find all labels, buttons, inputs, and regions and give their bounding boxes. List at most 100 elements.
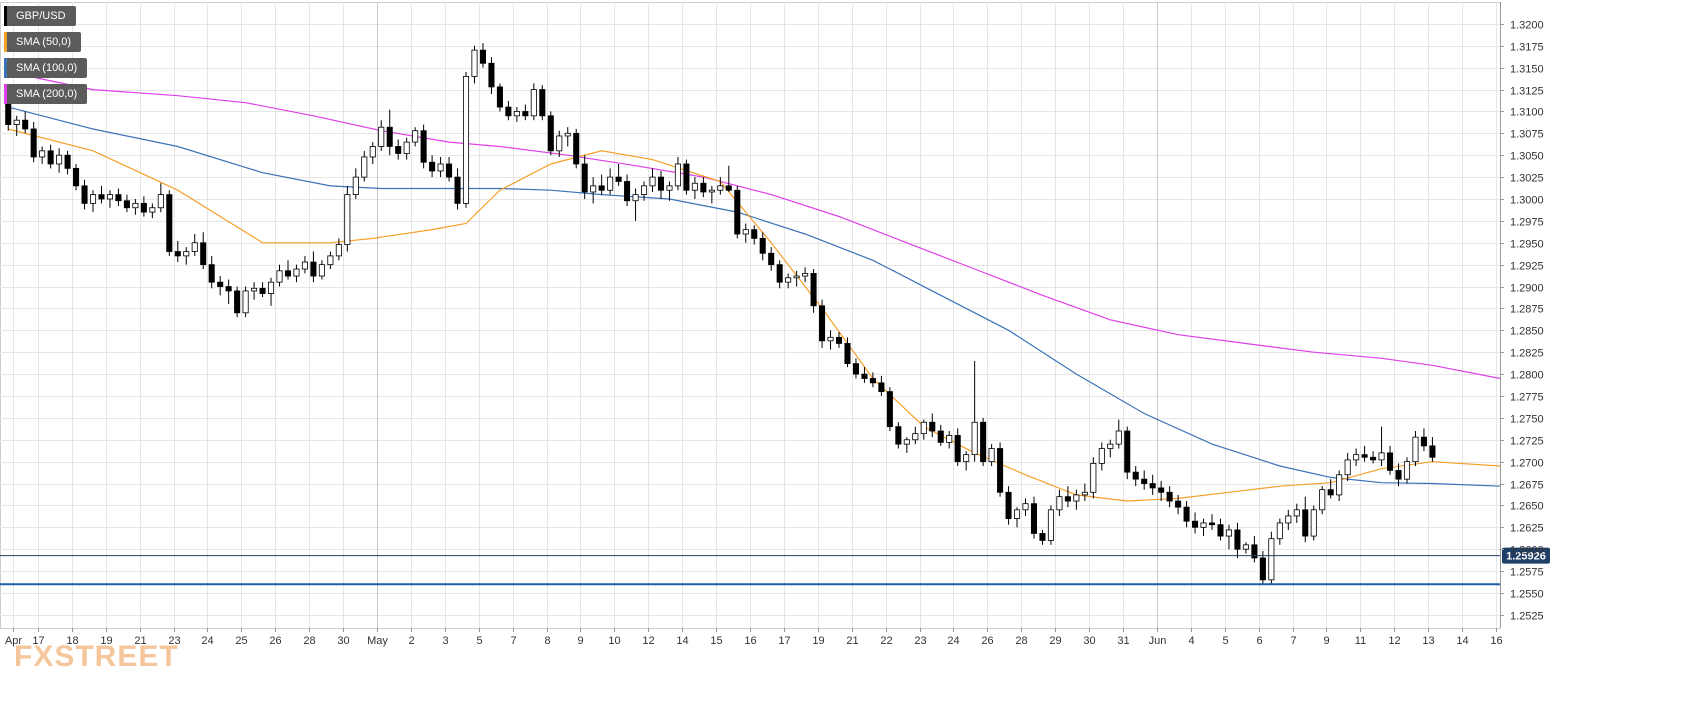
candle-body bbox=[1064, 496, 1071, 502]
candle-body bbox=[1336, 474, 1343, 496]
candle-body bbox=[547, 115, 554, 152]
candle bbox=[149, 203, 156, 219]
candle bbox=[479, 43, 486, 68]
candle bbox=[1336, 470, 1343, 502]
candle-body bbox=[369, 146, 376, 158]
candle bbox=[742, 223, 749, 243]
candle-body bbox=[1225, 529, 1232, 537]
candle-body bbox=[1124, 430, 1131, 473]
candle bbox=[734, 185, 741, 239]
candle-body bbox=[776, 264, 783, 283]
candle bbox=[123, 194, 130, 213]
legend-swatch-sma-200 bbox=[4, 84, 7, 104]
candle-body bbox=[276, 270, 283, 283]
candle bbox=[793, 270, 800, 287]
candle bbox=[47, 144, 54, 169]
candle bbox=[1141, 470, 1148, 490]
x-tick-label: 21 bbox=[134, 635, 146, 647]
candle bbox=[903, 437, 910, 453]
candle bbox=[471, 45, 478, 84]
price-levels: 1.25926 bbox=[0, 547, 1550, 586]
x-tick-label: 28 bbox=[303, 635, 315, 647]
candle-body bbox=[615, 176, 622, 182]
candle-body bbox=[590, 185, 597, 193]
candle bbox=[242, 286, 249, 318]
candle-body bbox=[819, 305, 826, 342]
candle-body bbox=[259, 287, 266, 294]
candle-body bbox=[954, 434, 961, 463]
candle-body bbox=[641, 185, 648, 196]
candle bbox=[1081, 483, 1088, 502]
candle bbox=[1039, 529, 1046, 545]
candle bbox=[174, 241, 181, 263]
candle-body bbox=[30, 128, 37, 158]
candle-body bbox=[462, 76, 470, 204]
candle bbox=[835, 332, 843, 348]
candle bbox=[615, 163, 622, 186]
candle-body bbox=[454, 176, 461, 204]
candle-body bbox=[691, 182, 698, 191]
candle-body bbox=[1353, 454, 1360, 461]
candle-body bbox=[39, 150, 46, 158]
candle bbox=[1132, 466, 1139, 487]
y-tick-label: 1.2925 bbox=[1510, 261, 1544, 273]
candle-body bbox=[1412, 436, 1419, 463]
candle-body bbox=[886, 391, 893, 428]
candle-body bbox=[700, 182, 707, 193]
candle-body bbox=[1302, 509, 1309, 537]
candle-body bbox=[234, 290, 241, 314]
candle bbox=[547, 111, 554, 156]
legend-item-gbpusd[interactable]: GBP/USD bbox=[4, 6, 76, 26]
candle bbox=[700, 177, 707, 198]
candle-body bbox=[157, 194, 164, 209]
candle-body bbox=[1022, 503, 1029, 511]
candle bbox=[1378, 426, 1385, 467]
candle-body bbox=[513, 111, 520, 117]
candle-body bbox=[268, 281, 275, 294]
x-tick-label: 31 bbox=[1117, 635, 1129, 647]
x-tick-label: 4 bbox=[1188, 635, 1194, 647]
candle bbox=[22, 111, 29, 134]
candle-body bbox=[946, 434, 953, 443]
legend-item-sma-100[interactable]: SMA (100,0) bbox=[4, 58, 88, 78]
x-tick-label: 9 bbox=[577, 635, 583, 647]
candle bbox=[624, 174, 631, 206]
candle bbox=[505, 100, 512, 121]
candle bbox=[454, 168, 461, 210]
x-tick-label: 22 bbox=[880, 635, 892, 647]
candle bbox=[725, 165, 732, 192]
legend-item-sma-50[interactable]: SMA (50,0) bbox=[4, 32, 82, 52]
candle-body bbox=[835, 336, 843, 344]
candle bbox=[488, 57, 495, 94]
candle bbox=[1149, 474, 1156, 495]
candle-body bbox=[1030, 503, 1038, 534]
candle bbox=[378, 120, 385, 151]
candle bbox=[827, 330, 834, 350]
x-tick-label: 10 bbox=[608, 635, 620, 647]
candle-body bbox=[183, 251, 190, 257]
candle-body bbox=[132, 202, 139, 209]
candle bbox=[691, 177, 698, 199]
candle-body bbox=[785, 277, 792, 283]
candle bbox=[802, 267, 809, 283]
candle bbox=[649, 168, 656, 192]
candle bbox=[1192, 512, 1199, 534]
candle-body bbox=[191, 242, 198, 252]
period-separators bbox=[377, 2, 1158, 628]
y-tick-label: 1.2650 bbox=[1510, 501, 1544, 513]
candle bbox=[217, 276, 224, 296]
candle bbox=[293, 264, 300, 283]
candle-body bbox=[980, 421, 987, 463]
candle-body bbox=[242, 290, 249, 314]
candle-body bbox=[632, 194, 639, 202]
candle bbox=[1293, 503, 1300, 523]
candle-body bbox=[844, 343, 851, 364]
candle-body bbox=[488, 62, 495, 88]
candle-body bbox=[293, 268, 300, 277]
candle bbox=[1242, 542, 1249, 554]
y-tick-label: 1.3125 bbox=[1510, 86, 1544, 98]
x-tick-label: 30 bbox=[337, 635, 349, 647]
legend-item-sma-200[interactable]: SMA (200,0) bbox=[4, 84, 88, 104]
x-tick-label: 30 bbox=[1083, 635, 1095, 647]
